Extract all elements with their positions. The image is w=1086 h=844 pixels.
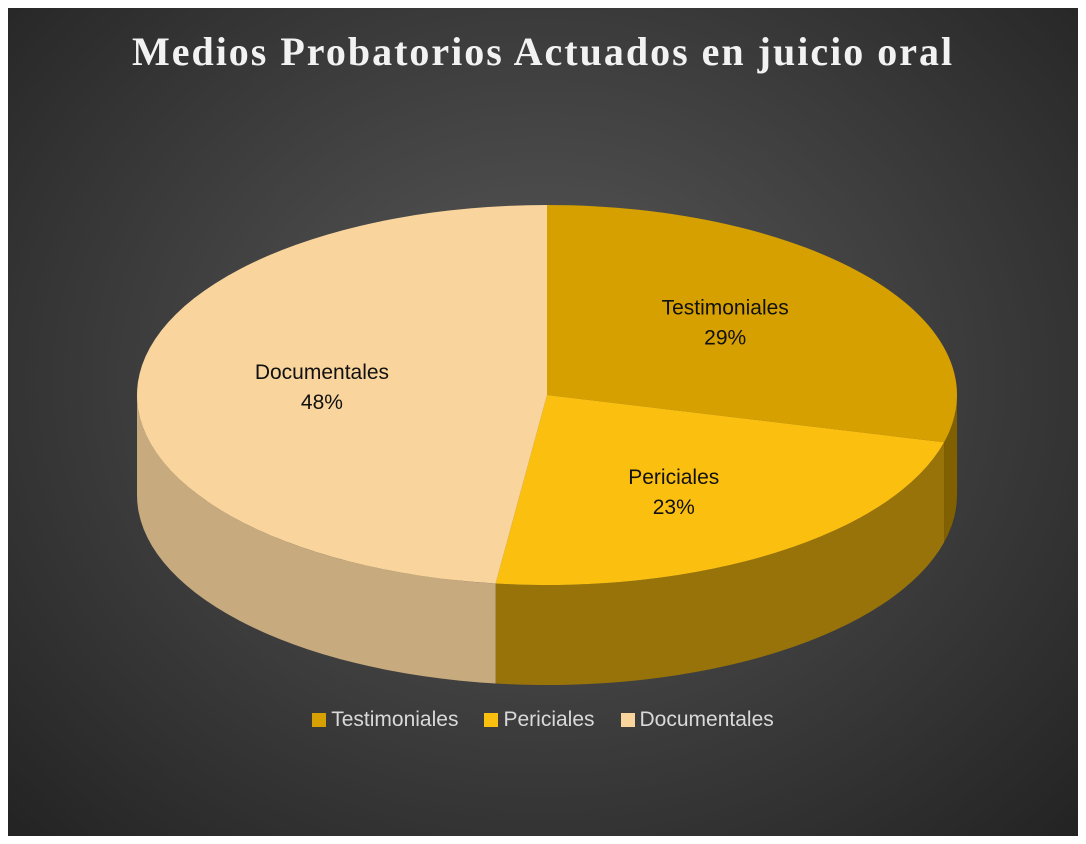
legend-item: Documentales	[620, 708, 774, 732]
slice-side	[137, 395, 496, 684]
slice-side	[944, 395, 957, 543]
slice	[547, 205, 957, 443]
legend-swatch	[484, 713, 499, 727]
legend: Testimoniales Periciales Documentales	[0, 708, 1086, 732]
slice	[495, 395, 945, 585]
legend-item: Testimoniales	[312, 708, 458, 732]
legend-label: Periciales	[503, 708, 595, 731]
legend-item: Periciales	[484, 708, 595, 732]
data-label-value: 48%	[301, 391, 343, 414]
data-label-name: Testimoniales	[662, 296, 789, 319]
slice	[136, 205, 547, 584]
data-label-name: Documentales	[255, 361, 389, 384]
data-label-name: Periciales	[628, 466, 719, 489]
legend-label: Documentales	[639, 708, 774, 731]
data-label-value: 23%	[653, 496, 695, 519]
legend-swatch	[312, 713, 327, 727]
slice-side	[495, 442, 945, 685]
legend-swatch	[620, 713, 635, 727]
data-label-value: 29%	[704, 326, 746, 349]
chart-title: Medios Probatorios Actuados en juicio or…	[131, 29, 955, 74]
legend-label: Testimoniales	[331, 708, 459, 731]
